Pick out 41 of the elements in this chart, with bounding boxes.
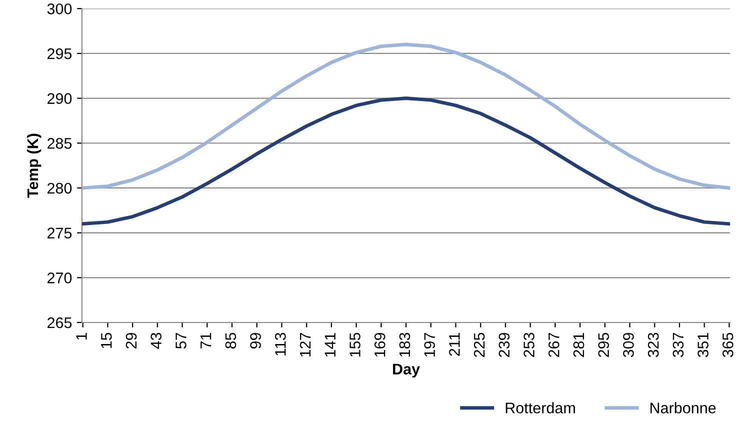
- x-tick-label: 113: [275, 332, 286, 356]
- x-tick-label: 43: [150, 332, 162, 349]
- x-tick-label: 309: [623, 332, 634, 358]
- x-tick-label: 225: [474, 332, 485, 357]
- x-tick-label: 99: [250, 332, 261, 348]
- x-tick-label: 365: [722, 332, 734, 358]
- x-tick-label: 337: [672, 332, 684, 358]
- x-tick-label: 281: [573, 332, 584, 357]
- x-tick-label: 71: [200, 332, 212, 348]
- y-tick-label: 285: [48, 138, 72, 149]
- x-tick-label: 155: [350, 332, 360, 357]
- x-tick-label: 127: [300, 332, 311, 357]
- x-tick-label: 15: [101, 332, 112, 348]
- x-tick-label: 29: [126, 332, 137, 348]
- y-tick-label: 300: [47, 3, 72, 14]
- legend-label: Narbonne: [650, 402, 716, 414]
- x-tick-label: 1: [76, 332, 87, 340]
- x-tick-label: 253: [524, 332, 534, 357]
- x-tick-label: 267: [548, 332, 560, 357]
- y-tick-label: 265: [48, 317, 72, 328]
- x-tick-label: 169: [374, 332, 386, 357]
- x-tick-label: 141: [324, 332, 336, 357]
- line-series: [82, 42, 730, 190]
- y-tick-label: 295: [48, 48, 72, 60]
- x-tick-label: 295: [598, 332, 610, 357]
- x-tick-label: 351: [698, 332, 708, 358]
- line-series: [82, 96, 730, 226]
- x-tick-label: 211: [449, 332, 460, 356]
- x-tick-label: 323: [648, 332, 659, 358]
- x-tick-label: 239: [498, 332, 510, 357]
- y-tick-label: 275: [48, 228, 72, 238]
- x-axis-title: Day: [393, 364, 420, 378]
- y-tick-label: 280: [48, 182, 72, 194]
- legend-label: Rotterdam: [506, 402, 575, 414]
- x-tick-label: 183: [399, 332, 410, 357]
- x-tick-label: 85: [225, 332, 236, 349]
- y-tick-label: 290: [48, 93, 72, 104]
- y-axis-title: Temp (K): [26, 134, 42, 198]
- x-tick-label: 57: [176, 332, 186, 349]
- y-tick-label: 270: [48, 272, 72, 284]
- x-tick-label: 197: [424, 332, 435, 357]
